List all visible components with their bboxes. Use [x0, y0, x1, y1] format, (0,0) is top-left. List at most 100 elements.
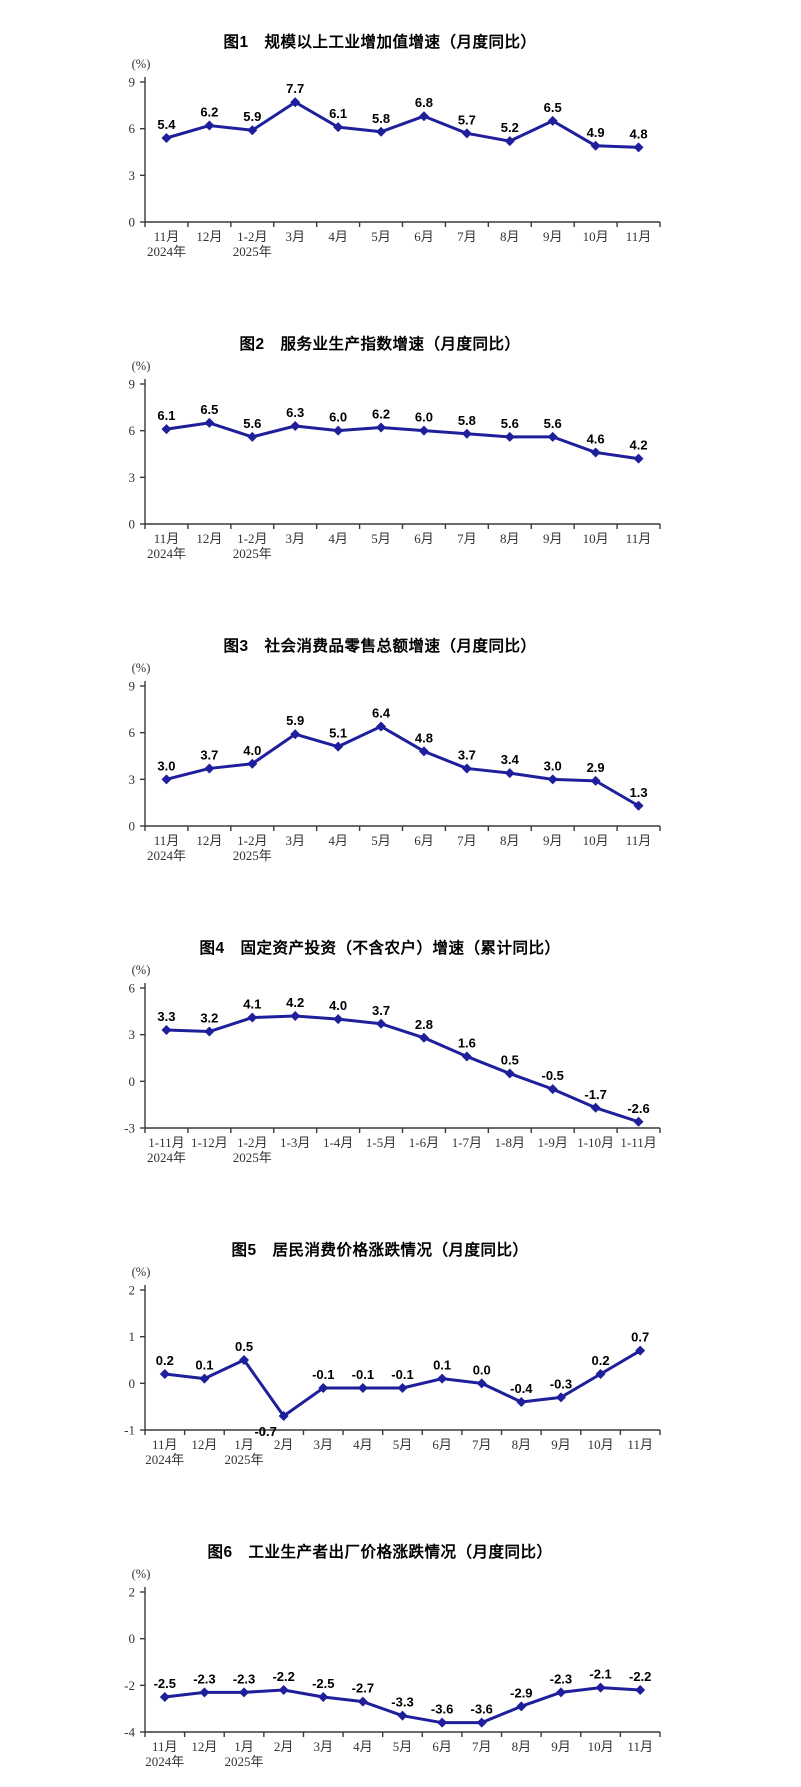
svg-text:9月: 9月: [551, 1739, 571, 1754]
svg-text:6月: 6月: [414, 833, 434, 848]
svg-text:12月: 12月: [196, 531, 222, 546]
svg-text:1-6月: 1-6月: [409, 1135, 439, 1150]
data-value-label: -2.2: [629, 1669, 651, 1684]
svg-text:9月: 9月: [551, 1437, 571, 1452]
data-value-label: 5.2: [501, 120, 519, 135]
axes: [140, 1285, 661, 1435]
x-axis-year-label: 2025年: [233, 244, 272, 259]
svg-text:8月: 8月: [512, 1739, 532, 1754]
data-value-label: 3.4: [501, 752, 520, 767]
data-value-label: 2.8: [415, 1017, 433, 1032]
svg-text:1-11月: 1-11月: [148, 1135, 184, 1150]
data-value-label: 3.0: [157, 758, 175, 773]
svg-text:1: 1: [129, 1329, 136, 1344]
svg-text:11月: 11月: [152, 1437, 178, 1452]
svg-text:9: 9: [129, 679, 136, 694]
svg-text:6月: 6月: [414, 229, 434, 244]
svg-text:7月: 7月: [472, 1739, 492, 1754]
svg-text:11月: 11月: [154, 229, 180, 244]
data-value-label: -2.5: [154, 1676, 176, 1691]
data-line: [164, 100, 641, 149]
svg-text:9月: 9月: [543, 531, 563, 546]
data-value-label: -2.7: [352, 1681, 374, 1696]
svg-text:7月: 7月: [457, 531, 477, 546]
svg-text:0: 0: [129, 819, 136, 834]
data-value-label: 5.4: [157, 117, 176, 132]
svg-text:4月: 4月: [328, 531, 348, 546]
svg-text:1-2月: 1-2月: [237, 833, 267, 848]
svg-text:1月: 1月: [234, 1437, 254, 1452]
data-value-labels: 0.2 0.1 0.5 -0.7 -0.1 -0.1 -0.1 0.1 0.0 -0.4 -0.3 0…: [156, 1330, 649, 1439]
svg-text:9月: 9月: [543, 229, 563, 244]
data-value-label: -3.6: [471, 1702, 493, 1717]
x-axis-year-label: 2025年: [233, 1150, 272, 1165]
data-value-label: -1.7: [584, 1087, 606, 1102]
x-axis-year-label: 2024年: [147, 1150, 186, 1165]
data-value-label: -0.3: [550, 1376, 572, 1391]
data-value-label: 0.2: [156, 1353, 174, 1368]
data-value-label: 5.8: [372, 111, 390, 126]
data-value-label: 3.7: [200, 747, 218, 762]
x-axis-year-label: 2025年: [233, 848, 272, 863]
svg-text:7月: 7月: [472, 1437, 492, 1452]
data-line: [164, 1014, 641, 1124]
data-markers: [161, 721, 644, 811]
chart-block-industrial-output: 图1 规模以上工业增加值增速（月度同比） (%) 0 3 6 9 11月 12月 1-2月 3月…: [90, 0, 801, 262]
data-value-label: 5.6: [501, 416, 519, 431]
data-line: [164, 724, 641, 808]
data-value-labels: -2.5 -2.3 -2.3 -2.2 -2.5 -2.7 -3.3 -3.6 -3.6 -2.9…: [154, 1667, 652, 1717]
data-markers: [161, 1011, 644, 1127]
svg-text:6月: 6月: [414, 531, 434, 546]
data-value-label: 3.7: [458, 747, 476, 762]
data-value-label: 5.6: [243, 416, 261, 431]
data-value-label: -0.1: [391, 1367, 413, 1382]
svg-text:10月: 10月: [583, 531, 609, 546]
svg-text:6月: 6月: [432, 1437, 452, 1452]
chart-block-fixed-investment: 图4 固定资产投资（不含农户）增速（累计同比） (%) -3 0 3 6 1-11月 1-1…: [90, 936, 801, 1168]
chart-block-cpi: 图5 居民消费价格涨跌情况（月度同比） (%) -1 0 1 2 11月 12月 1月 2月 3月…: [90, 1238, 801, 1470]
svg-text:11月: 11月: [626, 833, 652, 848]
data-value-labels: 6.1 6.5 5.6 6.3 6.0 6.2 6.0 5.8 5.6 5.6 4.6 4.2: [157, 402, 647, 453]
svg-text:1-5月: 1-5月: [366, 1135, 396, 1150]
svg-text:4月: 4月: [353, 1437, 373, 1452]
x-axis-year-label: 2024年: [147, 546, 186, 561]
svg-text:8月: 8月: [500, 833, 520, 848]
x-axis-year-label: 2025年: [233, 546, 272, 561]
y-axis-unit-label: (%): [132, 57, 151, 71]
x-axis-year-label: 2025年: [225, 1452, 264, 1467]
data-value-label: 5.9: [243, 109, 261, 124]
svg-text:5月: 5月: [371, 833, 391, 848]
svg-text:-1: -1: [124, 1423, 135, 1438]
y-tick-labels: -3 0 3 6: [124, 981, 135, 1136]
data-value-label: 6.2: [372, 407, 390, 422]
data-value-label: 6.1: [157, 408, 175, 423]
svg-text:-2: -2: [124, 1678, 135, 1693]
svg-text:11月: 11月: [154, 531, 180, 546]
data-value-label: -0.7: [254, 1424, 276, 1439]
svg-text:3月: 3月: [285, 531, 305, 546]
svg-text:3: 3: [129, 1027, 136, 1042]
data-value-label: 6.0: [329, 410, 347, 425]
svg-text:2: 2: [129, 1585, 136, 1600]
y-tick-labels: 0 3 6 9: [129, 377, 136, 532]
axes: [140, 681, 661, 831]
data-value-label: 4.6: [587, 431, 605, 446]
x-axis-year-label: 2025年: [225, 1754, 264, 1769]
svg-text:6: 6: [129, 121, 136, 136]
svg-text:11月: 11月: [626, 229, 652, 244]
y-axis-unit-label: (%): [132, 963, 151, 977]
data-value-label: -0.4: [510, 1381, 533, 1396]
y-axis-unit-label: (%): [132, 661, 151, 675]
svg-text:10月: 10月: [583, 229, 609, 244]
data-value-label: 3.3: [157, 1009, 175, 1024]
svg-text:3月: 3月: [314, 1437, 334, 1452]
data-value-label: 5.9: [286, 713, 304, 728]
svg-text:8月: 8月: [500, 229, 520, 244]
data-value-label: 1.3: [630, 785, 648, 800]
